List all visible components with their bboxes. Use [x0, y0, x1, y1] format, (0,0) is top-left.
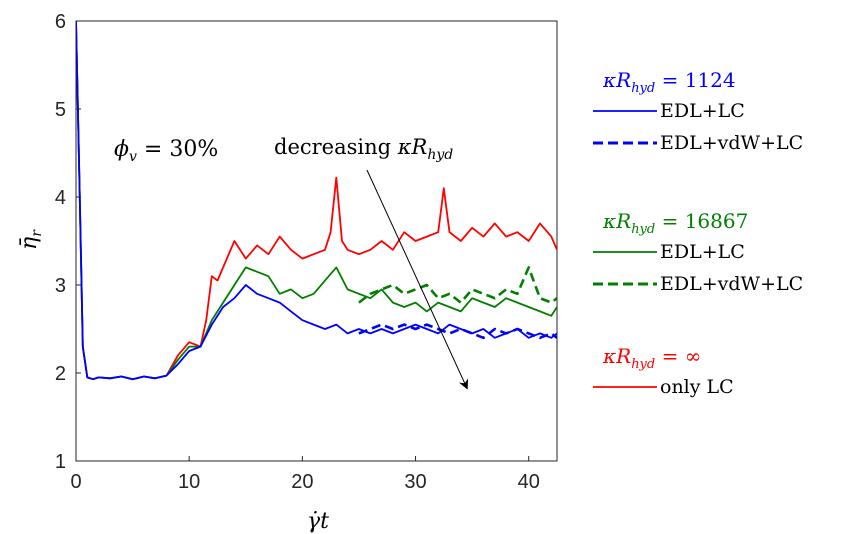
y-tick-label: 4	[55, 187, 66, 209]
legend-label: EDL+vdW+LC	[660, 132, 803, 154]
series-line-3	[76, 21, 557, 381]
legend-header: κRhyd = ∞	[602, 344, 701, 372]
legend-label: only LC	[660, 376, 734, 398]
arrow-annotation: decreasing κRhyd	[274, 135, 453, 163]
legend-label: EDL+LC	[660, 241, 745, 263]
y-ticks: 1 2 3 4 5 6	[55, 11, 81, 473]
phi-annotation: ϕv = 30%	[114, 137, 218, 165]
svg-text:η̄r: η̄r	[17, 229, 45, 250]
x-ticks: 0 10 20 30 40	[70, 456, 540, 493]
y-axis-label: η̄r	[17, 229, 45, 250]
legend-header: κRhyd = 1124	[602, 68, 736, 96]
series-line-2	[358, 266, 557, 304]
legend: κRhyd = 1124 EDL+LC EDL+vdW+LC κRhyd = 1686…	[593, 68, 803, 398]
y-tick-label: 3	[55, 275, 66, 297]
plot-frame	[75, 20, 558, 462]
x-tick-label: 0	[70, 471, 81, 493]
x-tick-label: 30	[404, 471, 426, 493]
y-tick-label: 5	[55, 99, 66, 121]
legend-label: EDL+LC	[660, 100, 745, 122]
y-tick-label: 1	[55, 451, 66, 473]
x-tick-label: 10	[178, 471, 200, 493]
legend-header: κRhyd = 16867	[602, 209, 748, 237]
series-line-4	[358, 323, 557, 340]
legend-label: EDL+vdW+LC	[660, 273, 803, 295]
arrow	[366, 169, 469, 390]
y-tick-label: 2	[55, 363, 66, 385]
series-lines	[76, 21, 557, 381]
x-tick-label: 40	[518, 471, 540, 493]
x-axis-label: γ̇t	[307, 509, 329, 534]
y-tick-label: 6	[55, 11, 66, 33]
x-tick-label: 20	[291, 471, 313, 493]
